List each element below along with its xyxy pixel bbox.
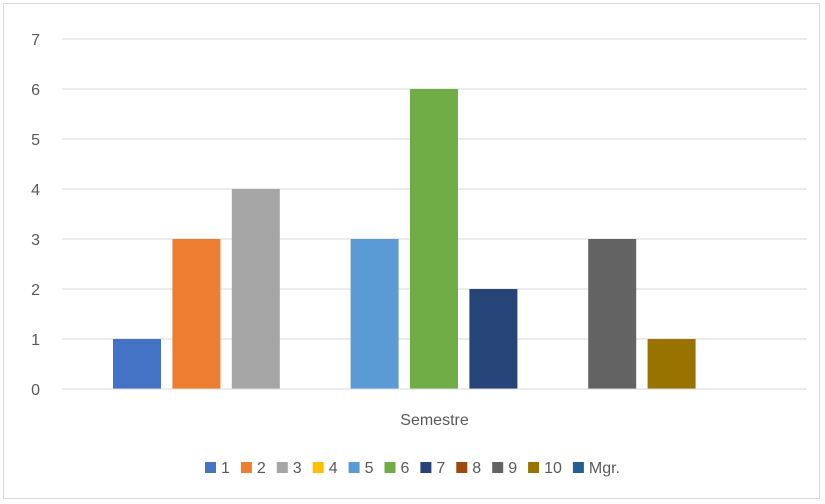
- legend-label: 4: [329, 460, 338, 477]
- legend-swatch: [240, 462, 252, 473]
- legend-swatch: [420, 462, 432, 473]
- legend-item: 2: [240, 460, 266, 477]
- bars: [113, 89, 696, 389]
- legend-label: Mgr.: [589, 460, 620, 477]
- bar-series-10: [647, 339, 696, 389]
- legend-label: 2: [257, 460, 266, 477]
- bar-series-1: [113, 339, 161, 389]
- legend-label: 10: [544, 460, 562, 477]
- x-axis-category-label: Semestre: [400, 412, 469, 429]
- bar-series-2: [172, 239, 221, 389]
- legend-label: 9: [508, 460, 517, 477]
- y-tick-label: 0: [31, 382, 40, 399]
- legend-label: 5: [365, 460, 374, 477]
- legend-swatch: [312, 462, 324, 473]
- legend-label: 6: [400, 460, 409, 477]
- legend-swatch: [528, 462, 540, 473]
- y-tick-label: 6: [31, 82, 40, 99]
- legend-item: 3: [276, 460, 302, 477]
- legend-swatch: [348, 462, 360, 473]
- legend-item: 4: [312, 460, 338, 477]
- legend-swatch: [384, 462, 396, 473]
- legend-label: 3: [293, 460, 302, 477]
- y-tick-label: 5: [31, 132, 40, 149]
- y-tick-label: 1: [31, 332, 40, 349]
- legend-swatch: [492, 462, 504, 473]
- y-tick-label: 2: [31, 282, 40, 299]
- bar-series-6: [410, 89, 458, 389]
- y-tick-label: 7: [31, 32, 40, 49]
- legend-label: 1: [221, 460, 230, 477]
- legend-swatch: [276, 462, 288, 473]
- legend-item: 10: [528, 460, 562, 477]
- y-tick-label: 4: [31, 182, 40, 199]
- legend-item: 5: [348, 460, 374, 477]
- legend-item: 7: [420, 460, 445, 477]
- legend: 1 2 3 4 5 6 7 8 9 10 Mgr.: [205, 460, 620, 477]
- legend-item: 6: [384, 460, 409, 477]
- legend-swatch: [572, 462, 584, 473]
- legend-swatch: [456, 462, 468, 473]
- legend-item: Mgr.: [572, 460, 620, 477]
- bar-series-9: [588, 239, 637, 389]
- bar-series-3: [231, 189, 280, 389]
- legend-item: 9: [492, 460, 517, 477]
- legend-label: 8: [472, 460, 481, 477]
- legend-swatch: [205, 462, 216, 473]
- bar-series-5: [350, 239, 399, 389]
- legend-item: 1: [205, 460, 230, 477]
- legend-item: 8: [456, 460, 481, 477]
- legend-label: 7: [436, 460, 445, 477]
- bar-series-7: [469, 289, 518, 389]
- y-tick-label: 3: [31, 232, 40, 249]
- y-axis-ticks: 0 1 2 3 4 5 6 7: [31, 32, 40, 399]
